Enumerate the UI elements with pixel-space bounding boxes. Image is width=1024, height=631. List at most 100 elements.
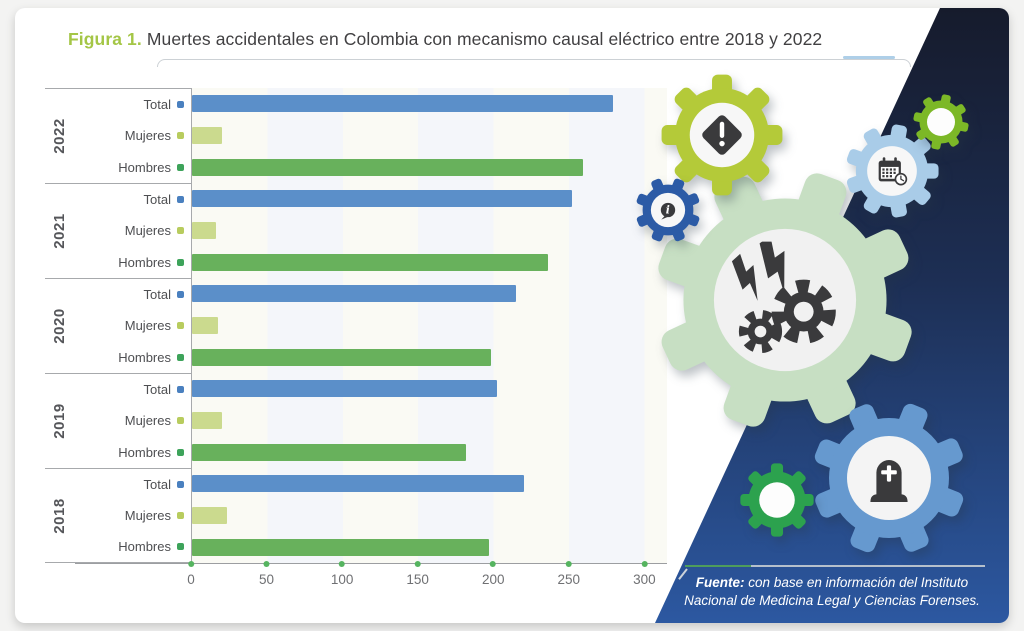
row-label-hombres: Hombres (45, 342, 191, 373)
year-group-2022: 2022 Total Mujeres Hombres (45, 88, 667, 183)
row-label-hombres: Hombres (45, 152, 191, 183)
bar-2018-total (192, 475, 524, 493)
row-marker (177, 512, 184, 519)
year-group-labels: 2022 Total Mujeres Hombres (45, 88, 191, 183)
row-label-text: Hombres (118, 349, 171, 365)
bar-track (192, 215, 667, 247)
bar-2022-hombres (192, 158, 583, 176)
year-group-labels: 2020 Total Mujeres Hombres (45, 278, 191, 373)
year-group-plot (191, 88, 667, 183)
x-tick-dot (414, 560, 421, 567)
year-label: 2020 (51, 308, 68, 344)
bar-2021-mujeres (192, 222, 217, 239)
row-label-text: Mujeres (124, 128, 171, 144)
row-marker (177, 543, 184, 550)
bar-2020-hombres (192, 348, 491, 366)
x-tick-100: 100 (330, 560, 354, 587)
row-label-text: Total (143, 477, 171, 492)
row-marker (177, 196, 184, 204)
bar-track (192, 500, 667, 532)
bar-2022-mujeres (192, 127, 223, 144)
bar-2018-hombres (192, 538, 490, 556)
x-tick-dot (565, 560, 572, 567)
row-label-total: Total (45, 184, 191, 215)
year-group-2021: 2021 Total Mujeres Hombres (45, 183, 667, 278)
row-label-text: Mujeres (124, 318, 171, 334)
small-green-gear-top-icon (913, 94, 969, 150)
row-label-hombres: Hombres (45, 437, 191, 468)
row-marker (177, 258, 184, 266)
infographic-card: Figura 1. Muertes accidentales en Colombi… (15, 8, 1009, 623)
source-label: Fuente: (695, 575, 745, 591)
x-tick-0: 0 (187, 560, 195, 587)
row-label-hombres: Hombres (45, 531, 191, 562)
x-tick-dot (339, 560, 346, 567)
row-marker (177, 448, 184, 456)
figure-label: Figura 1. (68, 29, 142, 49)
bar-track (192, 405, 667, 437)
x-tick-label: 300 (633, 571, 656, 587)
row-label-text: Mujeres (124, 508, 171, 523)
tombstone-gear-icon (811, 400, 967, 556)
bar-track (192, 88, 667, 120)
x-tick-dot (490, 560, 497, 567)
x-tick-250: 250 (557, 560, 581, 587)
source-text: Fuente: con base en información del Inst… (675, 574, 989, 609)
x-tick-50: 50 (259, 560, 274, 587)
bar-2019-mujeres (192, 412, 223, 429)
x-axis-line (75, 563, 667, 564)
x-tick-200: 200 (482, 560, 504, 587)
bar-track (192, 151, 667, 183)
row-label-text: Total (143, 97, 171, 113)
row-label-total: Total (45, 279, 191, 310)
row-label-text: Hombres (118, 254, 171, 270)
year-group-labels: 2019 Total Mujeres Hombres (45, 373, 191, 468)
x-tick-300: 300 (633, 560, 656, 587)
year-label: 2021 (51, 213, 68, 249)
row-label-text: Mujeres (124, 413, 171, 429)
bar-track (192, 278, 667, 310)
x-axis: 0 50 100 150 200 250 300 (45, 560, 667, 603)
row-label-text: Hombres (118, 539, 171, 554)
row-marker (177, 291, 184, 299)
row-label-text: Hombres (118, 444, 171, 460)
row-label-total: Total (45, 469, 191, 500)
calendar-clock-gear-icon (845, 124, 939, 218)
bar-2018-mujeres (192, 507, 227, 524)
year-group-plot (191, 278, 667, 373)
info-gear-icon (635, 177, 701, 243)
row-label-text: Total (143, 192, 171, 208)
source-divider-green-segment (685, 565, 751, 568)
source-divider-line (678, 565, 985, 581)
electric-hazard-gear-icon (653, 168, 917, 432)
figure-title-text: Muertes accidentales en Colombia con mec… (146, 29, 823, 49)
row-marker (177, 132, 184, 140)
bar-2021-hombres (192, 253, 548, 271)
bar-track (192, 531, 667, 563)
year-group-2018: 2018 Total Mujeres Hombres (45, 468, 667, 563)
row-label-text: Hombres (118, 159, 171, 175)
bar-track (192, 183, 667, 215)
title-underline-decoration (157, 59, 911, 67)
chart-groups: 2022 Total Mujeres Hombres 2021 Total Mujeres H… (45, 88, 667, 563)
bar-2020-total (192, 285, 517, 303)
row-label-text: Total (143, 382, 171, 398)
source-note: Fuente: con base en información del Inst… (675, 565, 989, 609)
row-label-mujeres: Mujeres (45, 405, 191, 436)
bar-2019-hombres (192, 443, 467, 461)
row-marker (177, 481, 184, 488)
x-tick-label: 250 (557, 571, 581, 587)
row-label-total: Total (45, 374, 191, 405)
x-tick-dot (187, 560, 194, 567)
row-label-mujeres: Mujeres (45, 310, 191, 341)
x-tick-150: 150 (406, 560, 429, 587)
x-tick-label: 100 (330, 571, 354, 587)
x-tick-dot (641, 560, 648, 567)
row-label-total: Total (45, 89, 191, 120)
bar-2022-total (192, 95, 613, 113)
year-group-2019: 2019 Total Mujeres Hombres (45, 373, 667, 468)
small-green-gear-bottom-icon (740, 463, 814, 537)
bar-2019-total (192, 380, 497, 398)
row-marker (177, 386, 184, 394)
chart: 2022 Total Mujeres Hombres 2021 Total Mujeres H… (45, 88, 667, 603)
